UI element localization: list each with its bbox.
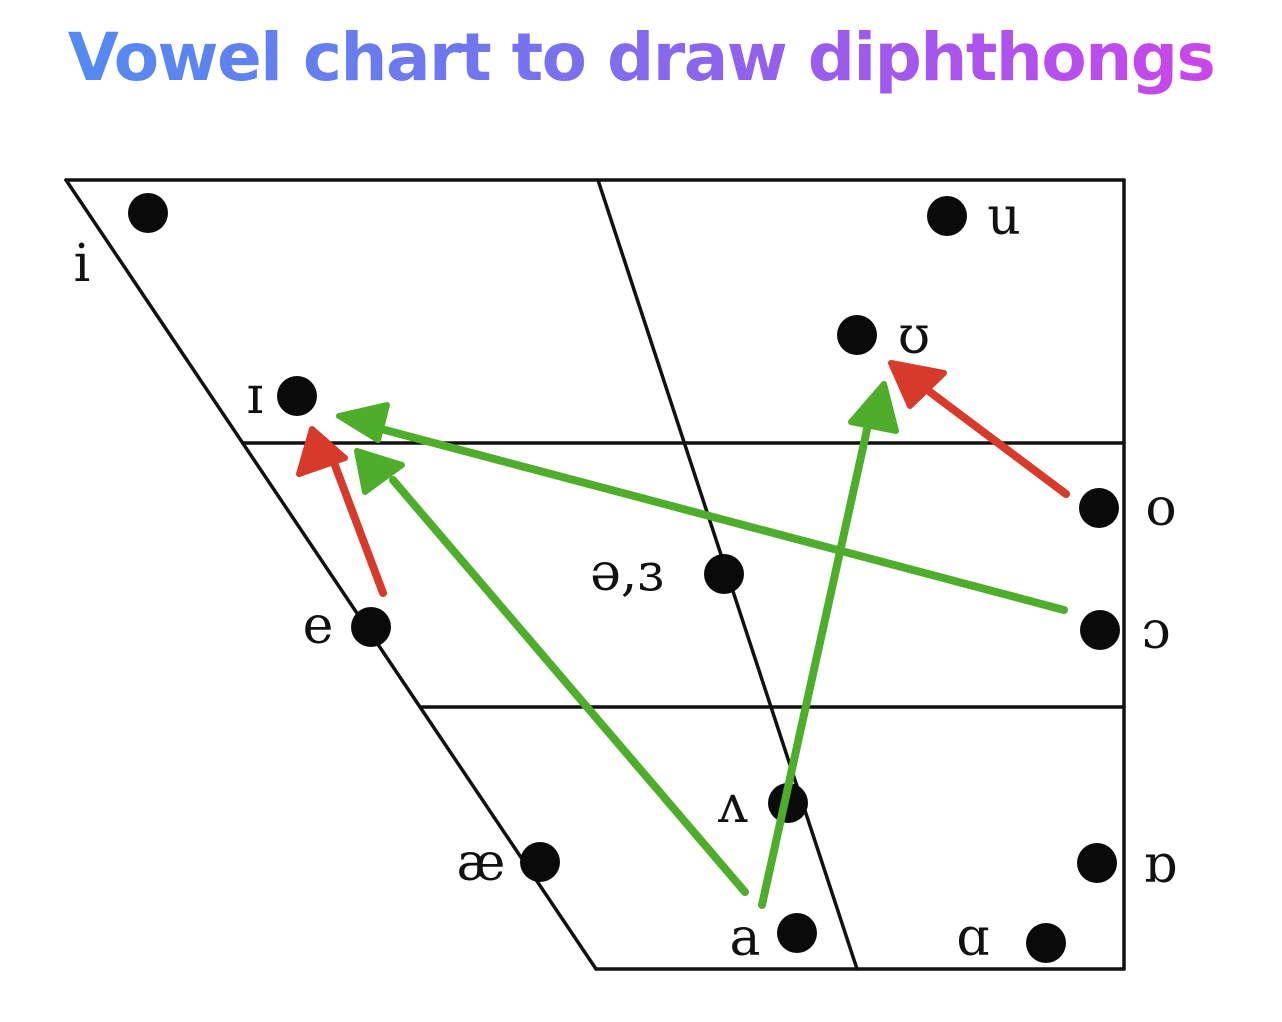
diphthong-arrows [296, 360, 1070, 909]
label-wedge: ʌ [717, 775, 748, 835]
dot-a [777, 913, 817, 953]
arrow-e-to-small-cap-i [296, 426, 387, 597]
dot-alpha [1026, 923, 1066, 963]
label-i: i [74, 234, 91, 294]
dot-ash [520, 842, 560, 882]
label-o: o [1145, 478, 1176, 538]
label-schwa: ə,ɜ [590, 543, 664, 603]
arrow-a-to-small-cap-i [354, 448, 749, 896]
vowel-dots [128, 193, 1120, 963]
label-alpha: ɑ [956, 908, 989, 968]
dot-i [128, 193, 168, 233]
label-open-o: ɔ [1141, 601, 1170, 661]
label-ash: æ [457, 833, 506, 893]
dot-small-cap-i [277, 376, 317, 416]
label-turned-alpha: ɒ [1143, 835, 1176, 895]
dot-turned-alpha [1077, 843, 1117, 883]
dot-e [351, 607, 391, 647]
label-small-cap-i: ɪ [247, 366, 264, 426]
arrow-open-o-to-small-cap-i [336, 402, 1068, 614]
label-e: e [303, 596, 334, 656]
arrow-o-to-upsilon [888, 360, 1070, 498]
chart-grid [64, 178, 1126, 971]
grid-front-edge [64, 178, 598, 971]
dot-open-o [1080, 610, 1120, 650]
label-upsilon: ʊ [898, 306, 930, 366]
arrow-a-to-upsilon [758, 381, 899, 909]
dot-u [927, 196, 967, 236]
dot-schwa [704, 554, 744, 594]
label-u: u [987, 187, 1021, 247]
dot-upsilon [837, 315, 877, 355]
label-a: a [729, 908, 760, 968]
dot-o [1079, 488, 1119, 528]
page-title: Vowel chart to draw diphthongs [0, 18, 1282, 97]
vowel-labels: i u ʊ ɪ o ə,ɜ e ɔ ʌ æ ɒ a ɑ [74, 187, 1177, 968]
